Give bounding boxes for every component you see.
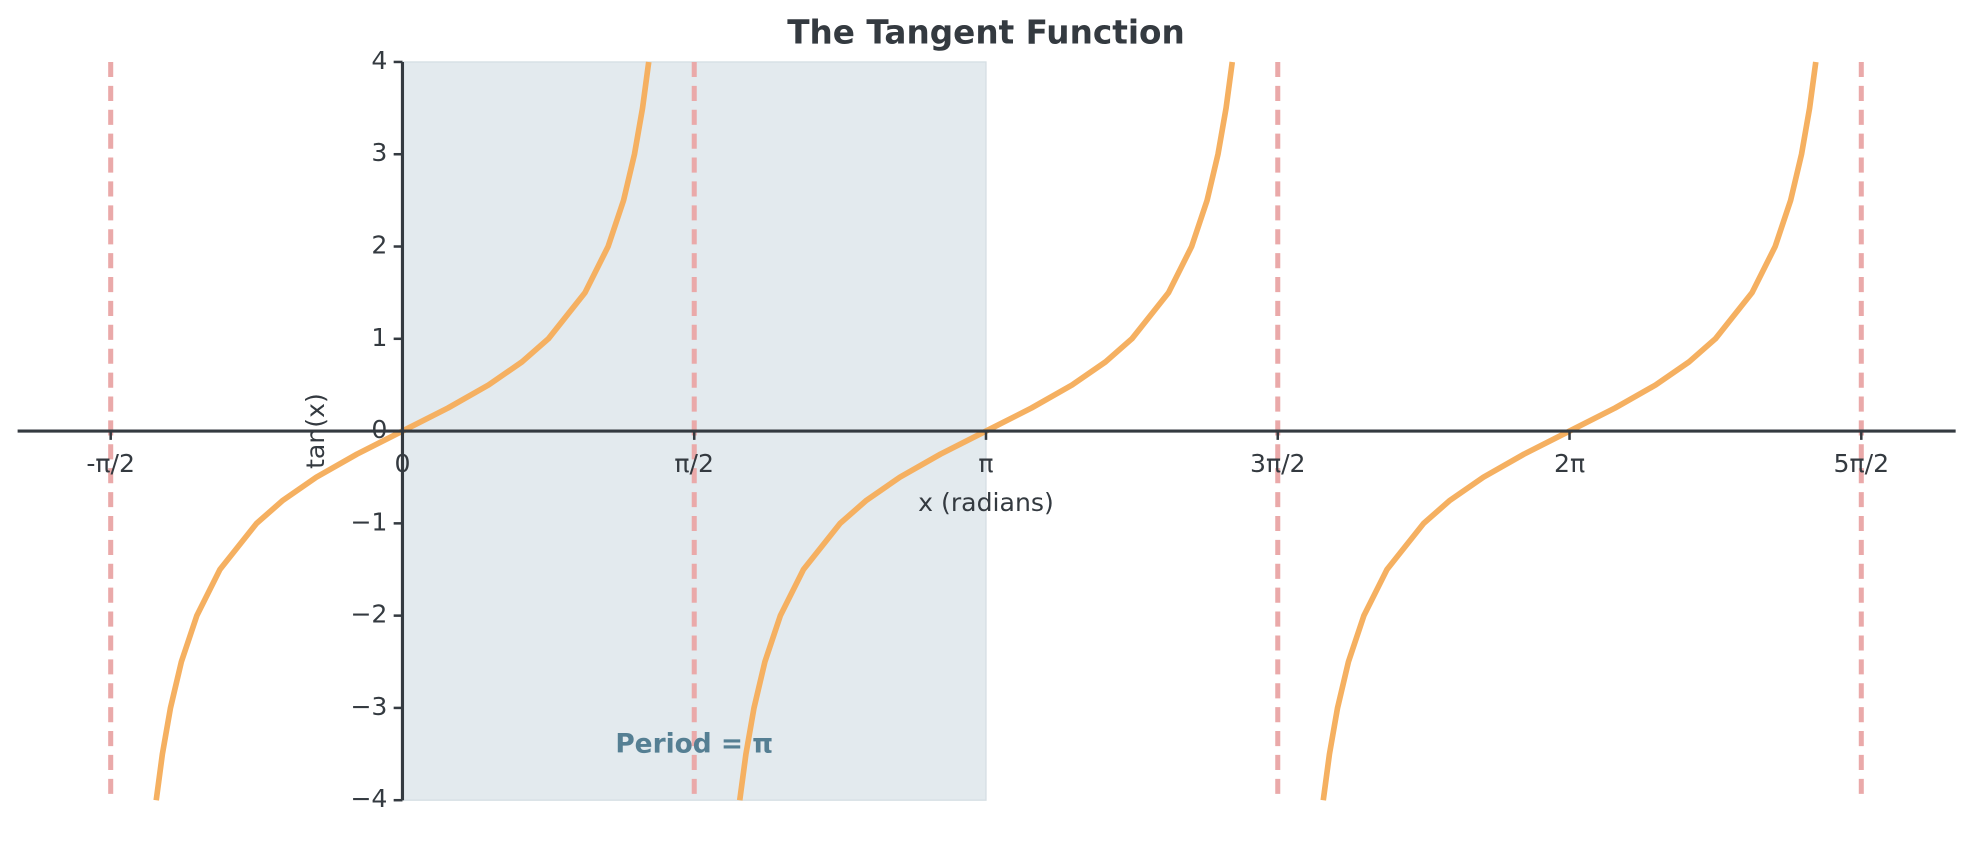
y-tick-label: 4 [371,46,387,75]
y-tick-label: −4 [350,784,387,813]
y-tick-label: 1 [371,323,387,352]
x-tick-label: -π/2 [86,449,135,478]
x-tick-label: π [978,449,993,478]
annotation: Period = π [615,728,773,759]
y-tick-label: −2 [350,600,387,629]
y-axis-label: tan(x) [301,393,330,469]
x-tick-label: 3π/2 [1250,449,1306,478]
x-axis-label: x (radians) [918,488,1054,517]
y-tick-label: 0 [371,415,387,444]
y-tick-label: −1 [350,507,387,536]
x-tick-label: π/2 [674,449,714,478]
x-tick-label: 2π [1554,449,1585,478]
y-tick-label: 3 [371,138,387,167]
y-tick-label: −3 [350,692,387,721]
x-tick-label: 5π/2 [1833,449,1889,478]
chart-title: The Tangent Function [787,13,1185,51]
y-tick-label: 2 [371,231,387,260]
x-tick-label: 0 [394,449,410,478]
